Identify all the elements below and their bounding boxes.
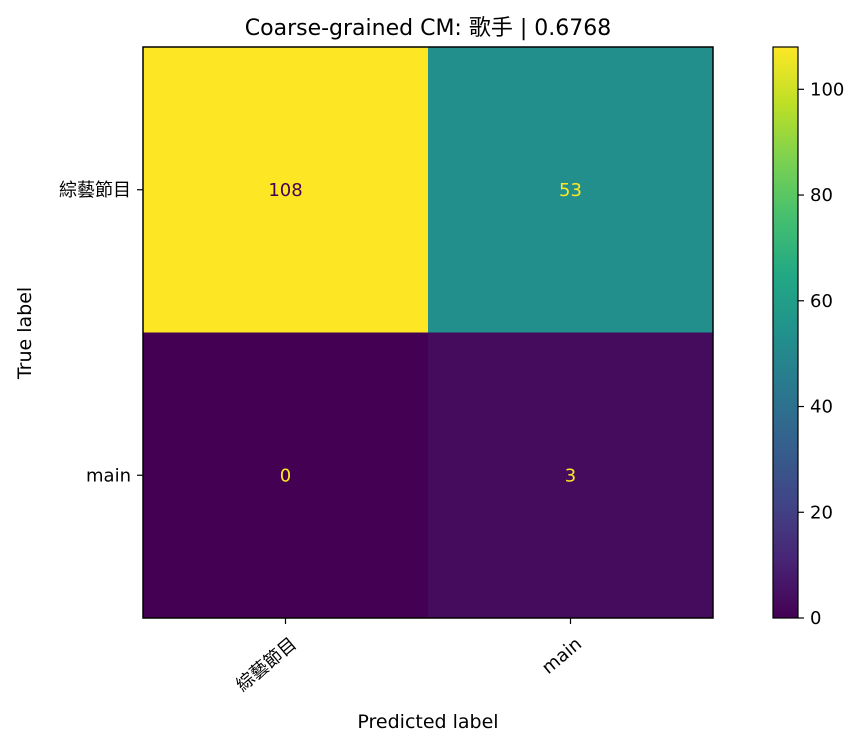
colorbar-tick-label: 100 xyxy=(810,79,844,100)
colorbar: 0 20 40 60 80 100 xyxy=(772,46,844,629)
x-tick-label: 綜藝節目 xyxy=(232,634,301,696)
heatmap-cells: 108 53 0 3 xyxy=(143,47,714,619)
y-axis-label: True label xyxy=(14,287,36,380)
colorbar-gradient xyxy=(772,46,799,619)
colorbar-tick-label: 0 xyxy=(810,608,821,629)
heatmap-cell xyxy=(143,332,429,619)
y-tick-label: 綜藝節目 xyxy=(59,180,131,201)
x-tick-label: main xyxy=(538,634,586,679)
colorbar-tick-label: 60 xyxy=(810,291,833,312)
cell-value-label: 108 xyxy=(268,180,302,201)
chart-title: Coarse-grained CM: 歌手 | 0.6768 xyxy=(245,16,611,41)
x-axis-label: Predicted label xyxy=(357,711,498,733)
cell-value-label: 3 xyxy=(565,465,576,486)
y-tick-label: main xyxy=(86,465,131,486)
heatmap-cell xyxy=(428,47,714,333)
cell-value-label: 0 xyxy=(280,465,291,486)
y-axis-ticks: 綜藝節目 main xyxy=(59,180,143,486)
colorbar-ticks: 0 20 40 60 80 100 xyxy=(798,79,844,629)
cell-value-label: 53 xyxy=(559,180,582,201)
heatmap-cell xyxy=(428,332,714,619)
colorbar-tick-label: 20 xyxy=(810,502,833,523)
plot-frame xyxy=(142,46,714,619)
colorbar-tick-label: 40 xyxy=(810,397,833,418)
heatmap-cell xyxy=(143,47,429,333)
colorbar-tick-label: 80 xyxy=(810,185,833,206)
x-axis-ticks: 綜藝節目 main xyxy=(232,618,586,696)
